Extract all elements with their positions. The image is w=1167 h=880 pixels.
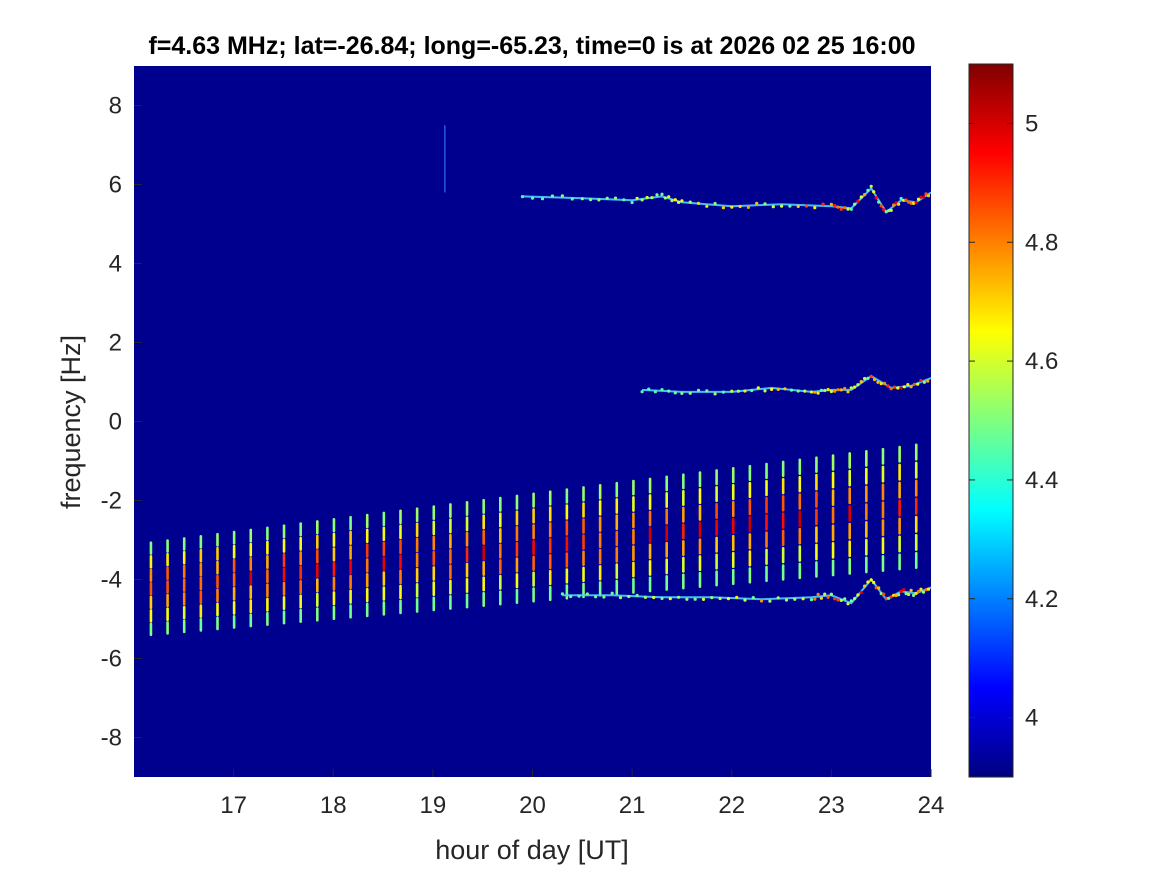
x-tick-label: 17	[220, 792, 247, 819]
x-tick-label: 23	[818, 792, 845, 819]
colorbar-tick-label: 4.6	[1025, 348, 1058, 375]
x-tick-label: 21	[619, 792, 646, 819]
y-axis-label: frequency [Hz]	[56, 335, 86, 509]
spectrogram-marks	[149, 125, 931, 637]
colorbar-tick-label: 4	[1025, 705, 1038, 732]
y-tick-label: 0	[109, 409, 122, 436]
x-tick-label: 24	[918, 792, 945, 819]
lower-trace	[560, 577, 931, 606]
y-tick-label: -8	[101, 725, 122, 752]
x-tick-label: 19	[420, 792, 447, 819]
y-tick-label: -6	[101, 646, 122, 673]
colorbar-tick-label: 4.4	[1025, 467, 1058, 494]
middle-trace	[640, 374, 931, 396]
colorbar-tick-label: 4.8	[1025, 229, 1058, 256]
x-tick-label: 20	[519, 792, 546, 819]
x-tick-label: 22	[718, 792, 745, 819]
plot-area	[134, 66, 931, 777]
x-tick-label: 18	[320, 792, 347, 819]
y-tick-label: 2	[109, 330, 122, 357]
y-axis-ticks: -8 -6 -4 -2 0 2 4 6 8	[101, 93, 142, 752]
colorbar-tick-label: 4.2	[1025, 586, 1058, 613]
y-tick-label: -2	[101, 488, 122, 515]
x-axis-label: hour of day [UT]	[435, 835, 629, 865]
y-tick-label: -4	[101, 567, 122, 594]
upper-trace	[520, 184, 931, 214]
colorbar-ticks: 4 4.2 4.4 4.6 4.8 5	[969, 110, 1058, 732]
chart-title: f=4.63 MHz; lat=-26.84; long=-65.23, tim…	[148, 32, 915, 60]
colorbar-tick-label: 5	[1025, 110, 1038, 137]
y-tick-label: 4	[109, 251, 122, 278]
y-tick-label: 8	[109, 93, 122, 120]
colorbar	[968, 63, 1014, 778]
x-axis-ticks: 17 18 19 20 21 22 23 24	[220, 769, 944, 819]
y-tick-label: 6	[109, 172, 122, 199]
